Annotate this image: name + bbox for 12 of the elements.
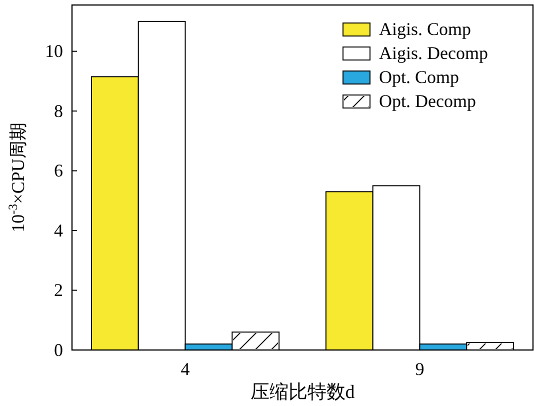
y-tick-label: 0 xyxy=(54,340,63,360)
y-tick-label: 6 xyxy=(54,160,63,181)
y-tick-label: 2 xyxy=(54,280,63,300)
y-tick-label: 4 xyxy=(54,220,63,240)
legend-label: Aigis. Comp xyxy=(379,19,472,39)
legend-label: Aigis. Decomp xyxy=(379,43,488,63)
x-tick-label: 9 xyxy=(415,358,424,379)
y-tick-label: 8 xyxy=(54,100,63,121)
legend-label: Opt. Decomp xyxy=(379,91,476,111)
legend-label: Opt. Comp xyxy=(379,67,460,87)
x-axis-title: 压缩比特数d xyxy=(250,382,356,403)
y-tick-label: 10 xyxy=(45,41,63,62)
